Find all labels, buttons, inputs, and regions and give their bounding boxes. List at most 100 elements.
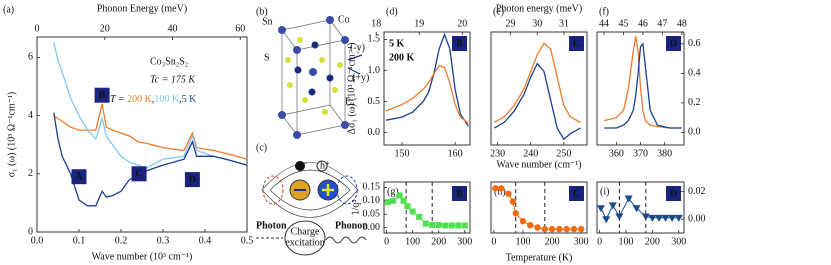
plot-frame <box>383 31 471 146</box>
phonon-wave <box>325 236 367 244</box>
panel-label: (e) <box>493 6 504 17</box>
point <box>556 225 563 233</box>
x2-tick-label: 29 <box>506 18 516 29</box>
point <box>416 213 423 220</box>
x-tick-label: 370 <box>633 148 648 159</box>
point <box>448 222 455 229</box>
point <box>527 221 534 229</box>
chart-subtitle: Tc = 175 K <box>150 74 196 85</box>
legend-entry: 200 K <box>389 52 415 63</box>
tag-label: D <box>670 188 677 199</box>
legend-entry: 5 K <box>182 94 198 105</box>
tag-box <box>71 169 87 185</box>
y-tick-label: 0.5 <box>368 96 381 107</box>
x2-tick-label: 48 <box>677 18 687 29</box>
x-tick-label: 300 <box>457 236 472 247</box>
point <box>632 205 641 213</box>
x-tick-label: 200 <box>545 236 560 247</box>
x2-tick-label: 30 <box>532 18 542 29</box>
series-line <box>604 36 682 129</box>
point <box>668 214 677 222</box>
x2-tick-label: 0 <box>35 23 40 34</box>
tag-label: D <box>189 174 196 185</box>
panel-label: (c) <box>256 142 267 153</box>
panel-label: (a) <box>3 4 14 15</box>
y-tick-label: 0.15 <box>363 182 381 193</box>
legend-prefix: T = <box>110 94 127 105</box>
mode-label: Eᵤ <box>345 96 355 107</box>
tag-box <box>452 186 467 201</box>
point <box>641 213 650 221</box>
point <box>409 208 416 215</box>
electron-label: e⁻ <box>298 160 308 171</box>
panel-label: (h) <box>494 186 506 197</box>
y-tick-label: 0.0 <box>688 127 701 138</box>
panel-label: (d) <box>386 6 398 17</box>
crystal-diagram: (b) Sn S Co (-y) (+y) Eᵤ <box>256 6 369 139</box>
point <box>435 221 442 228</box>
x2-tick-label: 31 <box>559 18 569 29</box>
point <box>661 214 670 222</box>
excitation-label: Charge <box>291 226 320 237</box>
x-tick-label: 100 <box>516 236 531 247</box>
x-tick-label: 240 <box>523 148 538 159</box>
x2-tick-label: 46 <box>638 18 648 29</box>
plot-frame <box>596 181 685 234</box>
field-lines <box>269 169 351 211</box>
panel-label: (i) <box>600 186 609 197</box>
series-line <box>53 42 248 169</box>
excitation-circle <box>284 220 326 256</box>
point <box>429 221 436 228</box>
x-tick-label: 100 <box>619 236 634 247</box>
tag-box <box>452 36 467 51</box>
series-line <box>385 32 469 127</box>
point <box>422 220 429 227</box>
tag-box <box>184 172 200 188</box>
series-line <box>493 62 581 141</box>
point <box>615 213 624 221</box>
x2-axis-label: Photon energy (meV) <box>496 3 582 14</box>
point <box>384 199 391 206</box>
series-line <box>53 112 248 207</box>
photon-label: Photon <box>256 220 287 231</box>
x-tick-label: 0.3 <box>157 235 170 246</box>
point <box>404 203 411 210</box>
electron <box>295 161 305 171</box>
tag-box <box>94 87 110 103</box>
point <box>596 205 605 213</box>
sn-atoms <box>278 16 349 139</box>
x-axis-label: Wave number (10³ cm⁻¹) <box>92 251 193 262</box>
x2-tick-label: 44 <box>599 18 609 29</box>
point <box>563 225 570 233</box>
y-tick-label: 0.0 <box>368 127 381 138</box>
point <box>570 225 578 233</box>
series-line <box>385 64 469 124</box>
point <box>548 225 556 233</box>
x-tick-label: 300 <box>671 236 686 247</box>
legend-separator: , <box>179 94 182 105</box>
mode-label: (+y) <box>352 72 369 83</box>
x-tick-label: 0.4 <box>199 235 212 246</box>
point <box>455 222 462 229</box>
y-tick-label: 6 <box>28 52 33 63</box>
x-axis-label: Temperature (K) <box>506 252 573 263</box>
x-tick-label: 0.2 <box>115 235 128 246</box>
y-tick-label: 0.00 <box>688 214 706 225</box>
tag-box <box>131 166 147 182</box>
chart-title: Co₃Sn₂S₂ <box>150 56 188 67</box>
tag-label: B <box>456 188 463 199</box>
point <box>674 214 683 222</box>
x2-tick-label: 20 <box>100 23 110 34</box>
phonon-label: Phonon <box>335 220 368 231</box>
point <box>400 197 407 204</box>
field-lines <box>261 162 359 218</box>
x2-tick-label: 47 <box>657 18 667 29</box>
tag-box <box>666 36 681 51</box>
tag-label: C <box>573 188 580 199</box>
plot-frame <box>490 181 588 234</box>
series-line <box>53 103 248 160</box>
point <box>396 192 403 199</box>
point <box>461 222 468 229</box>
mode-label: (-y) <box>350 42 365 53</box>
